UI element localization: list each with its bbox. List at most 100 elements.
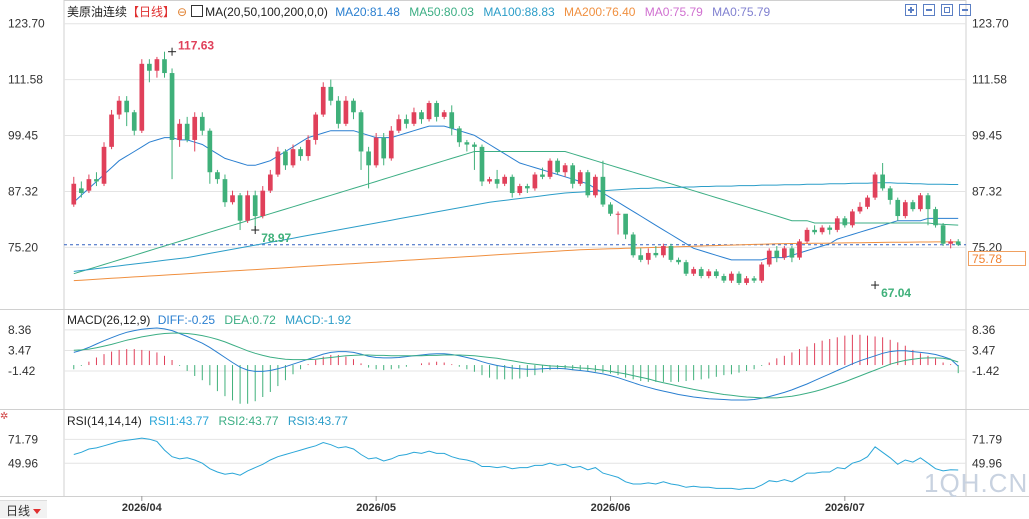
- indicator-settings-icon[interactable]: ✲: [0, 411, 9, 422]
- candle-body: [910, 202, 916, 210]
- candle-body: [600, 176, 606, 205]
- candle-body: [472, 144, 477, 147]
- rsi-header: RSI(14,14,14) RSI1:43.77 RSI2:43.77 RSI3…: [67, 414, 348, 428]
- rsi-tick-right: 71.79: [972, 432, 1002, 446]
- price-tick-left: 123.70: [8, 17, 45, 31]
- dropdown-arrow-icon: [33, 509, 42, 515]
- candle-body: [388, 130, 394, 159]
- candle-body: [396, 119, 402, 131]
- candle-body: [615, 213, 621, 215]
- candle-body: [169, 73, 175, 140]
- candle-body: [109, 114, 114, 147]
- macd-tick-right: 8.36: [972, 323, 996, 337]
- price-tick-right: 87.32: [972, 185, 1002, 199]
- candle-body: [789, 248, 795, 258]
- candle-body: [199, 116, 205, 131]
- candle-body: [797, 241, 802, 258]
- candle-body: [343, 100, 349, 124]
- candle-body: [713, 271, 719, 277]
- candle-body: [222, 179, 228, 203]
- candle-body: [721, 276, 727, 281]
- candle-body: [94, 179, 99, 182]
- ma-indicator-label: MA(20,50,100,200,0,0): [205, 5, 328, 19]
- period-selector-button[interactable]: 日线: [0, 500, 48, 518]
- candle-body: [290, 149, 296, 166]
- candle-body: [902, 202, 908, 217]
- candle-body: [804, 229, 810, 242]
- candle-body: [698, 269, 704, 277]
- x-tick-label: 2026/05: [356, 502, 396, 514]
- candle-body: [585, 172, 591, 196]
- candle-body: [676, 259, 681, 263]
- candle-body: [638, 255, 644, 260]
- candle-body: [736, 273, 742, 283]
- candle-body: [267, 174, 273, 191]
- macd-dea-line: [73, 332, 959, 399]
- rsi-line: [73, 437, 959, 490]
- close-icon[interactable]: [959, 4, 971, 16]
- annotation-label: 117.63: [178, 39, 214, 53]
- candle-body: [593, 176, 598, 196]
- candle-body: [940, 225, 946, 244]
- x-tick-label: 2026/07: [825, 502, 865, 514]
- candle-body: [434, 103, 439, 117]
- period-label[interactable]: 【日线】: [127, 5, 176, 19]
- candle-body: [782, 248, 787, 258]
- candle-body: [373, 137, 379, 166]
- rsi-tick-left: 49.96: [8, 456, 38, 470]
- ma-indicator-icon[interactable]: [191, 5, 204, 17]
- ma-line-ma50: [73, 151, 959, 275]
- price-tick-right: 123.70: [972, 17, 1009, 31]
- candle-body: [162, 59, 167, 74]
- candle-body: [275, 151, 281, 175]
- rsi3-value: RSI3:43.77: [287, 414, 348, 428]
- candle-body: [630, 234, 636, 256]
- candle-body: [328, 86, 334, 101]
- candle-body: [645, 252, 651, 260]
- candle-body: [948, 241, 954, 244]
- macd-header: MACD(26,12,9) DIFF:-0.25 DEA:0.72 MACD:-…: [67, 313, 351, 327]
- candle-body: [215, 172, 220, 180]
- candle-body: [336, 100, 341, 124]
- candle-body: [260, 190, 266, 217]
- settings-icon[interactable]: ⊖: [177, 5, 188, 19]
- candle-body: [147, 63, 152, 71]
- candle-body: [517, 186, 523, 193]
- macd-value: MACD:-1.92: [285, 313, 352, 327]
- candle-body: [124, 100, 130, 113]
- candle-body: [184, 123, 190, 140]
- ma50-value: MA50:80.03: [409, 5, 474, 19]
- candle-body: [857, 206, 863, 212]
- candle-body: [812, 229, 817, 233]
- candle-body: [661, 246, 666, 256]
- candle-body: [101, 146, 107, 184]
- candle-body: [608, 204, 613, 214]
- rsi1-value: RSI1:43.77: [149, 414, 210, 428]
- ma-line-ma20: [73, 125, 959, 261]
- candle-body: [78, 188, 84, 193]
- candle-body: [237, 195, 243, 221]
- zoom-out-icon[interactable]: [923, 4, 935, 16]
- annotation-label: 78.97: [261, 231, 291, 245]
- candle-body: [71, 183, 77, 205]
- candle-body: [895, 199, 901, 217]
- candle-body: [842, 218, 848, 226]
- macd-tick-right: 3.47: [972, 343, 996, 357]
- candle-body: [154, 59, 160, 71]
- price-tick-right: 75.20: [972, 240, 1002, 254]
- candle-body: [381, 137, 387, 159]
- candle-body: [819, 227, 825, 233]
- price-tick-right: 99.45: [972, 129, 1002, 143]
- zoom-in-icon[interactable]: [905, 4, 917, 16]
- macd-diff-line: [73, 327, 959, 401]
- candle-body: [751, 278, 757, 281]
- price-tick-left: 75.20: [8, 240, 38, 254]
- candle-body: [918, 195, 923, 210]
- candle-body: [766, 250, 772, 265]
- fullscreen-icon[interactable]: [941, 4, 953, 16]
- candle-body: [532, 174, 538, 189]
- candle-body: [570, 165, 576, 184]
- candle-body: [509, 176, 515, 193]
- candle-body: [366, 151, 371, 166]
